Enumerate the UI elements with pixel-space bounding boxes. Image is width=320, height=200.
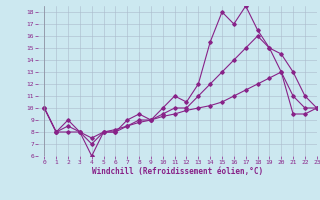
X-axis label: Windchill (Refroidissement éolien,°C): Windchill (Refroidissement éolien,°C) xyxy=(92,167,263,176)
